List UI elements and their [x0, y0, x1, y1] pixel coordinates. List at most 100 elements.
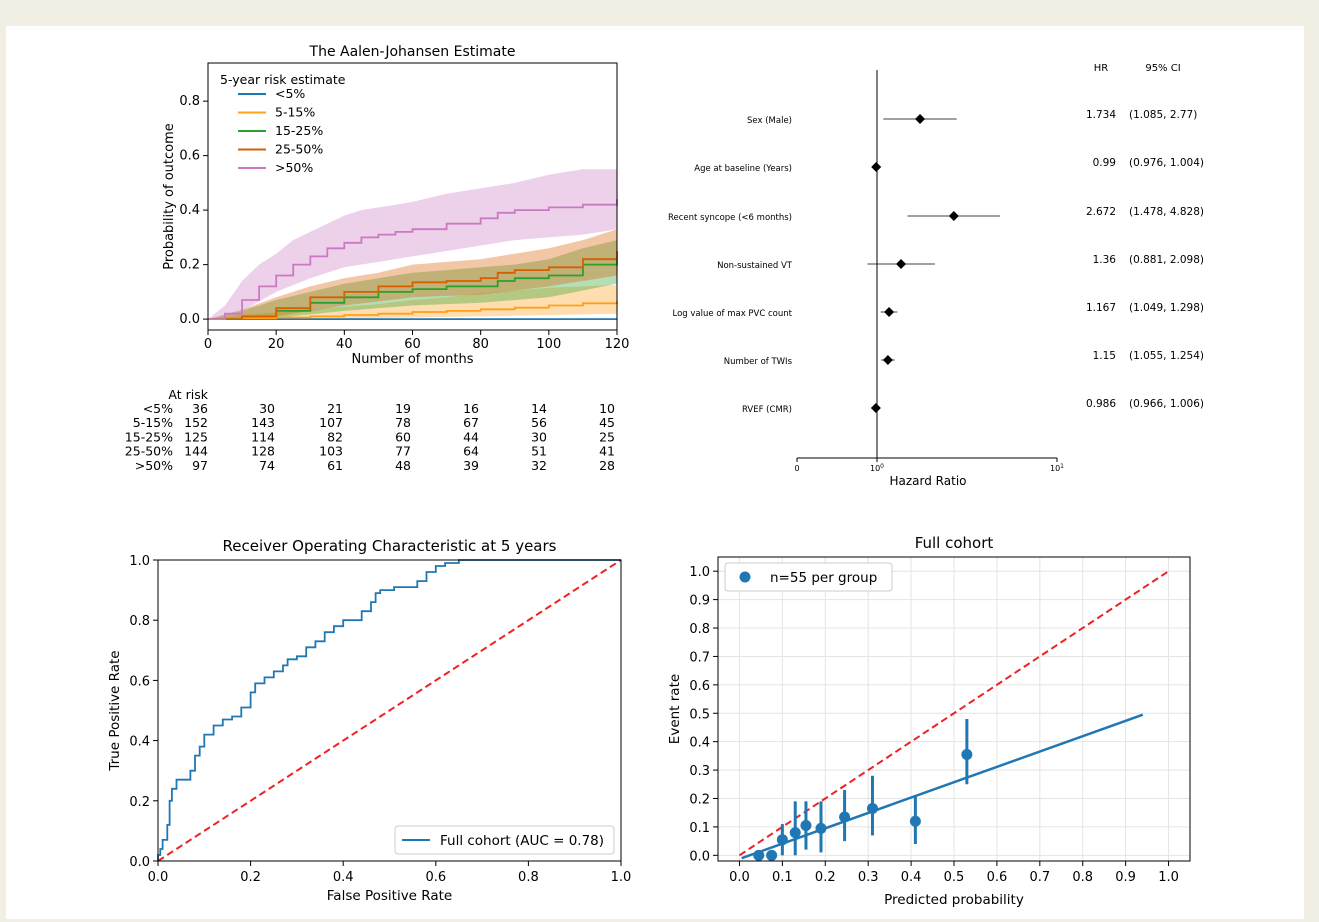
calib-xlabel: Predicted probability	[884, 892, 1024, 908]
at-risk-value: 64	[463, 444, 479, 459]
at-risk-value: 128	[251, 444, 275, 459]
km-ytick-label: 0.2	[179, 258, 200, 273]
roc-legend-box	[394, 825, 615, 855]
calib-legend-label: n=55 per group	[770, 570, 877, 586]
km-xtick-label: 120	[605, 337, 630, 352]
at-risk-value: 30	[259, 401, 275, 416]
km-ylabel: Probability of outcome	[162, 123, 177, 270]
calib-point	[866, 802, 878, 814]
calib-xtick-label: 0.4	[901, 870, 922, 885]
at-risk-label: >50%	[135, 458, 173, 473]
at-risk-value: 152	[184, 415, 208, 430]
forest-ci-value: (1.049, 1.298)	[1129, 302, 1204, 314]
at-risk-value: 36	[192, 401, 208, 416]
km-legend-label: 5-15%	[275, 105, 315, 120]
calib-xtick-label: 0.7	[1029, 870, 1050, 885]
calib-xtick-label: 1.0	[1158, 870, 1179, 885]
at-risk-value: 114	[251, 429, 275, 444]
calib-point	[839, 811, 851, 823]
calib-xtick-label: 0.3	[858, 870, 879, 885]
forest-hr-value: 0.99	[1093, 157, 1116, 169]
calib-xtick-label: 0.0	[729, 870, 750, 885]
calib-xtick-label: 0.8	[1072, 870, 1093, 885]
calib-xtick-label: 0.1	[772, 870, 793, 885]
forest-hr-header: HR	[1094, 63, 1109, 74]
km-xtick-label: 0	[204, 337, 212, 352]
roc-xtick-label: 0.4	[333, 870, 354, 885]
at-risk-value: 45	[599, 415, 615, 430]
at-risk-label: 15-25%	[125, 429, 173, 444]
roc-curve	[157, 559, 621, 861]
km-ytick-label: 0.4	[179, 203, 200, 218]
roc-ytick-label: 0.0	[129, 855, 150, 870]
roc-axes-frame	[157, 559, 622, 862]
forest-ci-header: 95% CI	[1145, 63, 1180, 74]
km-legend-title: 5-year risk estimate	[220, 72, 346, 87]
calib-ytick-label: 0.9	[689, 594, 710, 609]
roc-ylabel: True Positive Rate	[107, 650, 123, 771]
km-xlabel: Number of months	[352, 352, 474, 367]
calib-ytick-label: 0.2	[689, 792, 710, 807]
calib-point	[753, 849, 765, 861]
forest-xtick-label: 101	[1050, 463, 1064, 473]
forest-hr-value: 1.15	[1093, 350, 1116, 362]
at-risk-value: 19	[395, 401, 411, 416]
at-risk-value: 44	[463, 429, 479, 444]
at-risk-value: 77	[395, 444, 411, 459]
roc-ytick-label: 0.2	[129, 795, 150, 810]
roc-ytick-label: 0.4	[129, 735, 150, 750]
roc-xtick-label: 0.2	[240, 870, 261, 885]
calib-ytick-label: 0.0	[689, 849, 710, 864]
km-legend-label: 25-50%	[275, 142, 323, 157]
at-risk-value: 82	[327, 429, 343, 444]
calib-ytick-label: 1.0	[689, 565, 710, 580]
forest-row-label: Age at baseline (Years)	[694, 164, 792, 174]
km-line-1	[208, 301, 618, 320]
km-xtick-label: 60	[404, 337, 421, 352]
roc-xlabel: False Positive Rate	[327, 888, 452, 904]
calib-point	[815, 822, 827, 834]
calib-ytick-label: 0.8	[689, 622, 710, 637]
forest-ci-value: (1.085, 2.77)	[1129, 109, 1197, 121]
calib-xtick-label: 0.6	[987, 870, 1008, 885]
calib-ytick-label: 0.7	[689, 650, 710, 665]
roc-ytick-label: 0.8	[129, 614, 150, 629]
at-risk-value: 103	[319, 444, 343, 459]
km-line-3	[208, 251, 618, 320]
at-risk-value: 21	[327, 401, 343, 416]
roc-xtick-label: 0.8	[518, 870, 539, 885]
at-risk-value: 143	[251, 415, 275, 430]
at-risk-label: 25-50%	[125, 444, 173, 459]
km-legend-label: >50%	[275, 160, 313, 175]
at-risk-value: 78	[395, 415, 411, 430]
calib-point	[789, 827, 801, 839]
calib-ytick-label: 0.1	[689, 821, 710, 836]
calib-legend-box	[724, 562, 893, 592]
km-xtick-label: 20	[268, 337, 285, 352]
at-risk-value: 144	[184, 444, 208, 459]
calib-point	[961, 748, 973, 760]
forest-hr-marker	[882, 355, 893, 365]
forest-hr-value: 1.36	[1093, 254, 1117, 266]
roc-xtick-label: 1.0	[611, 870, 632, 885]
forest-hr-value: 1.734	[1086, 109, 1116, 121]
forest-xlabel: Hazard Ratio	[890, 474, 967, 488]
at-risk-label: <5%	[143, 401, 173, 416]
km-title: The Aalen-Johansen Estimate	[309, 44, 516, 60]
at-risk-value: 107	[319, 415, 343, 430]
roc-legend-label: Full cohort (AUC = 0.78)	[440, 833, 604, 849]
at-risk-value: 125	[184, 429, 208, 444]
at-risk-value: 30	[531, 429, 547, 444]
at-risk-value: 67	[463, 415, 479, 430]
forest-hr-marker	[896, 259, 907, 269]
at-risk-header: At risk	[168, 387, 208, 402]
at-risk-value: 41	[599, 444, 615, 459]
km-xtick-label: 80	[472, 337, 489, 352]
at-risk-value: 74	[259, 458, 275, 473]
forest-xtick-exp: 0	[880, 463, 884, 470]
km-ytick-label: 0.0	[179, 312, 200, 327]
calib-ytick-label: 0.4	[689, 736, 710, 751]
roc-title: Receiver Operating Characteristic at 5 y…	[223, 537, 557, 555]
at-risk-value: 16	[463, 401, 479, 416]
